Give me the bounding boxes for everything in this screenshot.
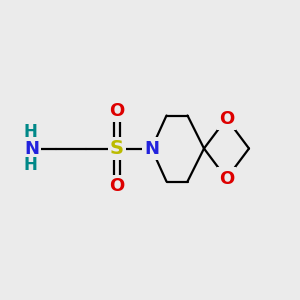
Text: O: O — [110, 177, 124, 195]
Text: S: S — [110, 139, 124, 158]
Text: H: H — [23, 123, 37, 141]
Text: O: O — [110, 102, 124, 120]
Text: H: H — [23, 156, 37, 174]
Text: O: O — [219, 169, 234, 188]
Text: N: N — [24, 140, 39, 158]
Text: O: O — [219, 110, 234, 128]
Text: N: N — [144, 140, 159, 158]
